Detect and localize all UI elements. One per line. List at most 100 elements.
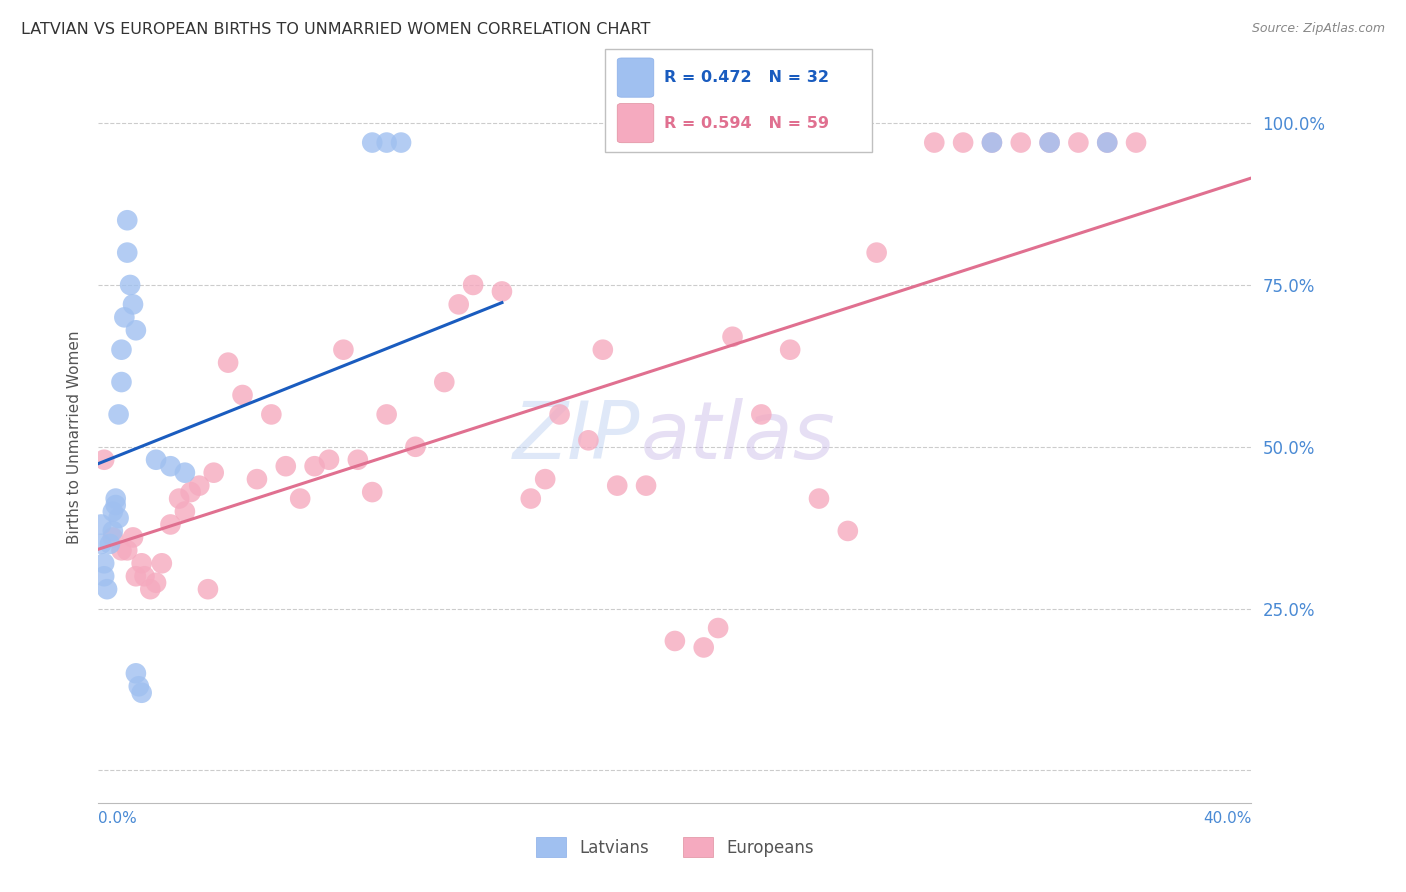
- Text: R = 0.594   N = 59: R = 0.594 N = 59: [664, 116, 828, 130]
- Point: [117, 213, 138, 227]
- Point: [134, 569, 156, 583]
- Point: [592, 343, 614, 357]
- Point: [1097, 136, 1119, 150]
- Point: [1038, 136, 1062, 150]
- Point: [433, 375, 456, 389]
- Point: [159, 459, 181, 474]
- Point: [90, 517, 112, 532]
- Point: [346, 452, 368, 467]
- Point: [174, 504, 197, 518]
- Point: [548, 408, 571, 422]
- Point: [128, 679, 150, 693]
- Point: [290, 491, 312, 506]
- Point: [534, 472, 557, 486]
- Legend: Latvians, Europeans: Latvians, Europeans: [530, 830, 820, 864]
- Point: [217, 356, 239, 370]
- Point: [807, 491, 830, 506]
- Point: [447, 297, 470, 311]
- Point: [93, 557, 115, 571]
- Point: [1097, 136, 1119, 150]
- Point: [174, 466, 197, 480]
- Point: [101, 530, 124, 544]
- Point: [461, 277, 484, 292]
- Point: [866, 245, 889, 260]
- Point: [145, 452, 167, 467]
- Point: [110, 543, 132, 558]
- Point: [664, 634, 686, 648]
- Point: [125, 323, 148, 337]
- Point: [120, 277, 142, 292]
- Point: [1125, 136, 1147, 150]
- Point: [318, 452, 340, 467]
- Point: [1067, 136, 1090, 150]
- Point: [131, 686, 153, 700]
- Point: [110, 375, 132, 389]
- Point: [125, 666, 148, 681]
- Point: [981, 136, 1004, 150]
- Point: [837, 524, 859, 538]
- Point: [274, 459, 297, 474]
- Point: [93, 452, 115, 467]
- Point: [104, 498, 127, 512]
- Point: [167, 491, 190, 506]
- Point: [1010, 136, 1032, 150]
- Text: R = 0.472   N = 32: R = 0.472 N = 32: [664, 70, 828, 85]
- Text: Source: ZipAtlas.com: Source: ZipAtlas.com: [1251, 22, 1385, 36]
- Point: [981, 136, 1004, 150]
- Point: [180, 485, 202, 500]
- Point: [98, 537, 121, 551]
- Point: [922, 136, 945, 150]
- Point: [779, 343, 801, 357]
- Point: [96, 582, 118, 597]
- Point: [90, 537, 112, 551]
- Point: [246, 472, 269, 486]
- Point: [952, 136, 974, 150]
- Point: [101, 504, 124, 518]
- Point: [122, 297, 145, 311]
- Point: [131, 557, 153, 571]
- Point: [104, 491, 127, 506]
- Text: atlas: atlas: [640, 398, 835, 476]
- Point: [159, 517, 181, 532]
- Point: [520, 491, 543, 506]
- Point: [202, 466, 225, 480]
- Point: [107, 511, 129, 525]
- Point: [231, 388, 254, 402]
- Point: [101, 524, 124, 538]
- Point: [197, 582, 219, 597]
- Point: [122, 530, 145, 544]
- Point: [117, 245, 138, 260]
- Point: [93, 569, 115, 583]
- Point: [578, 434, 600, 448]
- Point: [693, 640, 716, 655]
- Point: [636, 478, 658, 492]
- Point: [260, 408, 283, 422]
- Point: [145, 575, 167, 590]
- Point: [707, 621, 730, 635]
- Point: [110, 343, 132, 357]
- Point: [361, 136, 384, 150]
- Point: [375, 408, 398, 422]
- Text: 0.0%: 0.0%: [98, 811, 138, 826]
- Point: [139, 582, 162, 597]
- Point: [125, 569, 148, 583]
- Point: [304, 459, 326, 474]
- Text: LATVIAN VS EUROPEAN BIRTHS TO UNMARRIED WOMEN CORRELATION CHART: LATVIAN VS EUROPEAN BIRTHS TO UNMARRIED …: [21, 22, 651, 37]
- Point: [112, 310, 135, 325]
- Text: ZIP: ZIP: [513, 398, 640, 476]
- Text: 40.0%: 40.0%: [1204, 811, 1251, 826]
- Point: [332, 343, 354, 357]
- Point: [751, 408, 773, 422]
- Point: [375, 136, 398, 150]
- Point: [389, 136, 412, 150]
- Point: [721, 330, 744, 344]
- Point: [107, 408, 129, 422]
- Point: [405, 440, 427, 454]
- Point: [188, 478, 211, 492]
- Point: [150, 557, 173, 571]
- Point: [361, 485, 384, 500]
- Y-axis label: Births to Unmarried Women: Births to Unmarried Women: [66, 330, 82, 544]
- Point: [606, 478, 628, 492]
- Point: [117, 543, 138, 558]
- Point: [1038, 136, 1062, 150]
